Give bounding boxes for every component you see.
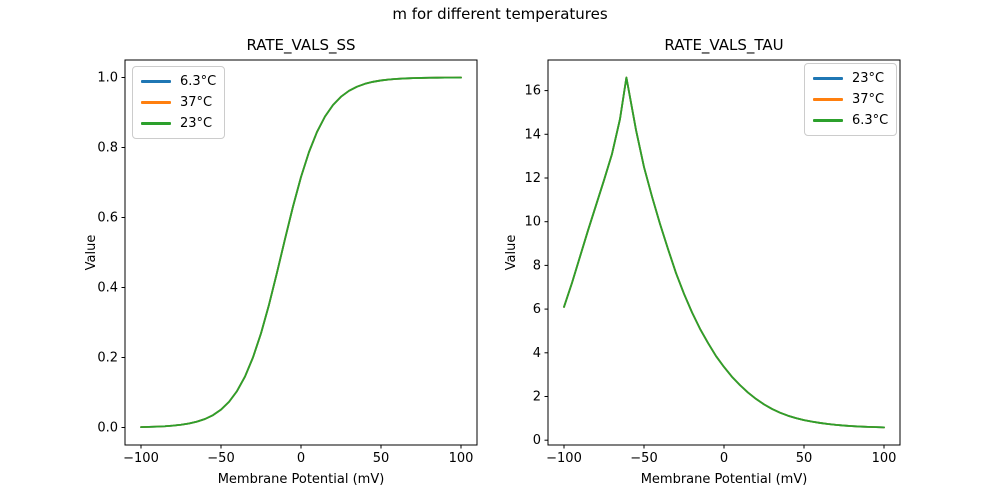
- x-tick-label: −100: [546, 451, 582, 466]
- y-tick-label: 0.6: [97, 211, 118, 226]
- subplot-title: RATE_VALS_TAU: [664, 36, 783, 55]
- y-tick-label: 16: [524, 84, 541, 99]
- y-tick-label: 0.2: [97, 351, 118, 366]
- x-tick-label: 50: [796, 451, 813, 466]
- legend-right: 23°C 37°C 6.3°C: [804, 63, 898, 136]
- x-axis-label: Membrane Potential (mV): [641, 472, 808, 487]
- legend-entry: 37°C: [141, 92, 216, 113]
- x-tick-label: 100: [449, 451, 474, 466]
- x-tick-label: −50: [630, 451, 657, 466]
- legend-entry: 23°C: [141, 113, 216, 134]
- y-tick-label: 0.8: [97, 141, 118, 156]
- y-axis-label: Value: [84, 235, 99, 271]
- legend-label: 37°C: [180, 95, 213, 110]
- legend-entry: 6.3°C: [813, 110, 888, 131]
- legend-entry: 37°C: [813, 89, 888, 110]
- y-tick-label: 2: [533, 389, 541, 404]
- legend-line-sample: [813, 77, 843, 80]
- legend-label: 6.3°C: [180, 74, 217, 89]
- legend-entry: 23°C: [813, 68, 888, 89]
- y-tick-label: 12: [524, 171, 541, 186]
- x-tick-label: −100: [123, 451, 159, 466]
- subplot-rate_vals_ss: −100 −50 0 50 100 0.0 0.2 0.4 0.6 0.8 1.0 RATE_VALS…: [84, 36, 478, 487]
- figure-suptitle: m for different temperatures: [392, 5, 608, 23]
- y-tick-label: 0.4: [97, 281, 118, 296]
- y-tick-label: 14: [524, 127, 541, 142]
- y-tick-label: 0.0: [97, 421, 118, 436]
- legend-entry: 6.3°C: [141, 71, 216, 92]
- x-tick-label: 50: [373, 451, 390, 466]
- y-tick-label: 0: [533, 433, 541, 448]
- x-tick-label: 0: [297, 451, 305, 466]
- legend-line-sample: [813, 98, 843, 101]
- legend-line-sample: [141, 101, 171, 104]
- legend-label: 23°C: [852, 71, 885, 86]
- y-tick-label: 8: [533, 258, 541, 273]
- y-tick-label: 10: [524, 215, 541, 230]
- x-tick-label: 0: [720, 451, 728, 466]
- subplot-rate_vals_tau: −100 −50 0 50 100 0 2 4 6 8 10 12 14 16 RATE_VALS_TAU M…: [504, 36, 901, 487]
- legend-line-sample: [141, 80, 171, 83]
- curve-23-c: [140, 76, 462, 429]
- x-tick-label: −50: [207, 451, 234, 466]
- legend-label: 6.3°C: [852, 113, 889, 128]
- x-tick-label: 100: [872, 451, 897, 466]
- legend-line-sample: [141, 122, 171, 125]
- subplot-title: RATE_VALS_SS: [246, 36, 355, 55]
- legend-label: 23°C: [180, 116, 213, 131]
- x-axis-label: Membrane Potential (mV): [218, 472, 385, 487]
- legend-label: 37°C: [852, 92, 885, 107]
- legend-left: 6.3°C 37°C 23°C: [132, 66, 226, 139]
- y-tick-label: 4: [533, 346, 541, 361]
- curve-6-3-c: [563, 76, 885, 429]
- y-tick-label: 1.0: [97, 71, 118, 86]
- y-axis-label: Value: [504, 235, 519, 271]
- y-tick-label: 6: [533, 302, 541, 317]
- legend-line-sample: [813, 119, 843, 122]
